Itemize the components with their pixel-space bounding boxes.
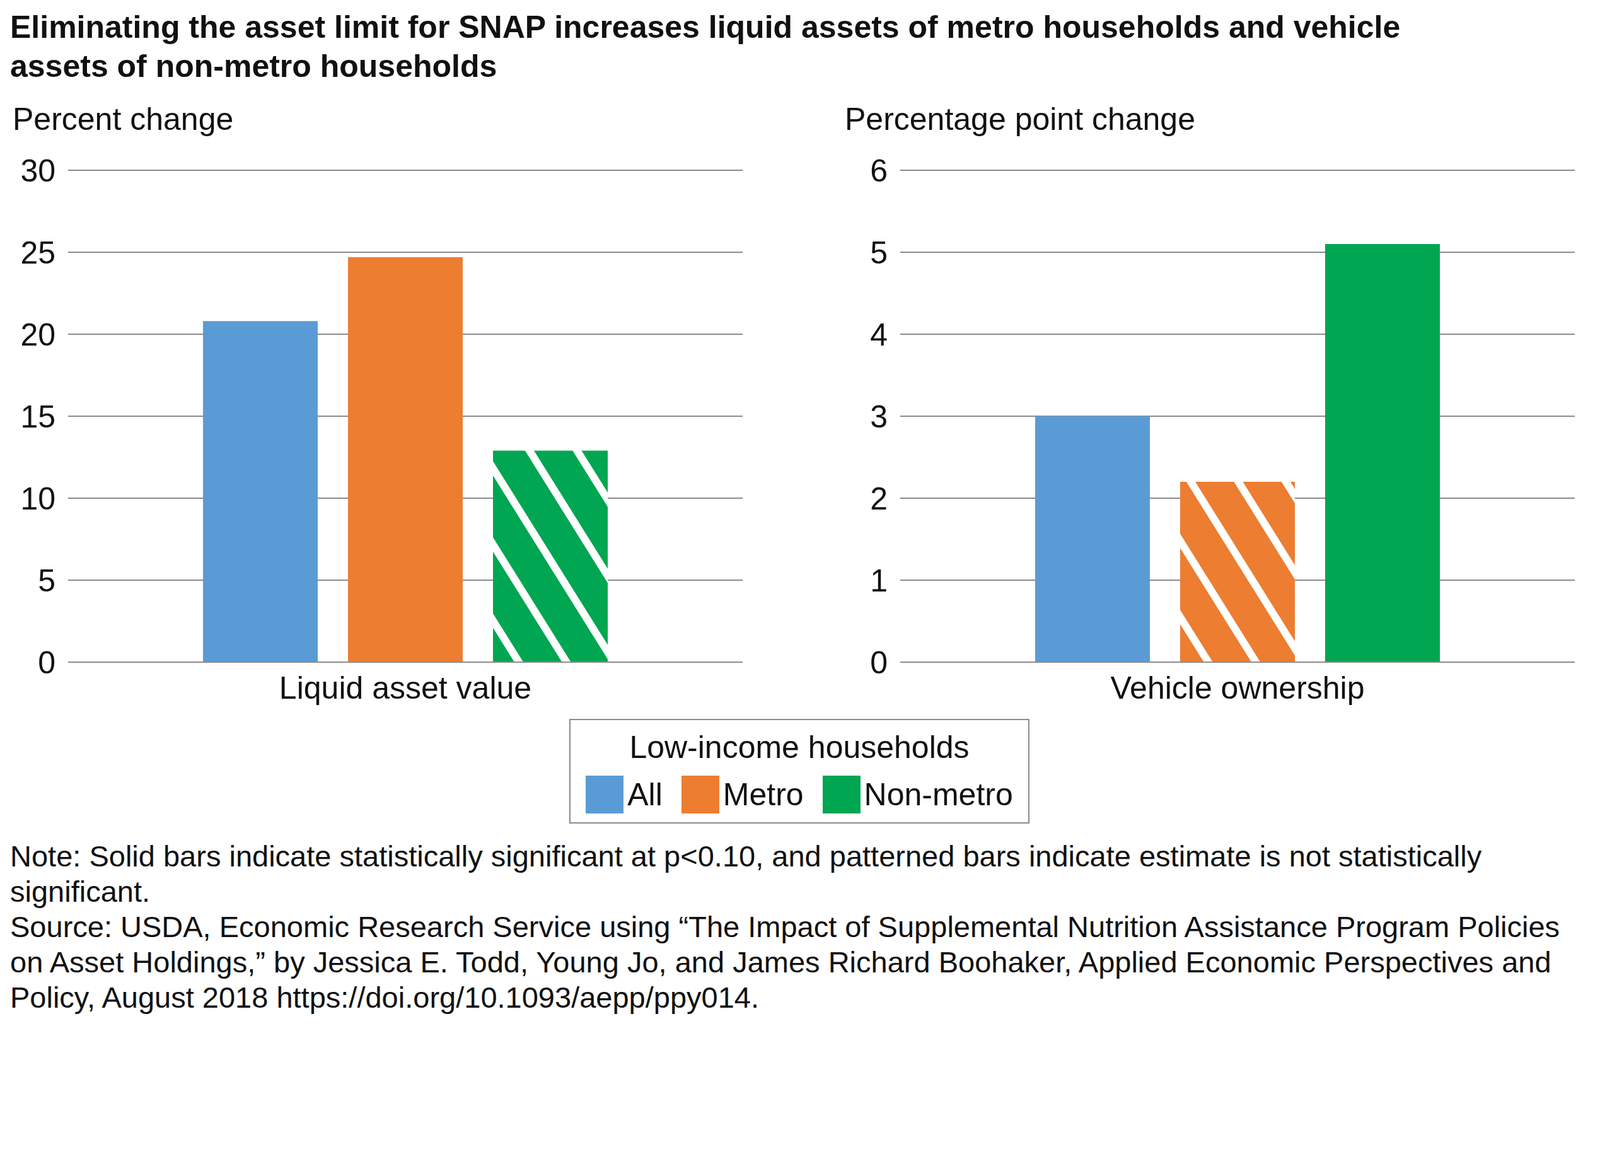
html-text:Metro: Metro (722, 776, 804, 812)
svg-text:5: 5 (869, 235, 888, 271)
html-text:Non-metro: Non-metro (864, 776, 1013, 812)
svg-text:10: 10 (20, 481, 56, 517)
svg-text:Liquid asset value: Liquid asset value (279, 670, 532, 706)
html-text:Percent change: Percent change (12, 101, 234, 137)
svg-text:20: 20 (20, 317, 56, 353)
html-text:All: All (627, 776, 663, 812)
svg-text:Vehicle ownership: Vehicle ownership (1110, 670, 1365, 706)
html-text:Eliminating the asset limit fo: Eliminating the asset limit for SNAP inc… (10, 9, 1401, 84)
svg-text:4: 4 (869, 317, 888, 353)
svg-text:0: 0 (37, 644, 56, 681)
html-text:Source: USDA, Economic Researc: Source: USDA, Economic Research Service … (10, 909, 1560, 1014)
svg-text:30: 30 (20, 153, 56, 189)
svg-text:25: 25 (20, 235, 56, 271)
html-text:Low-income households: Low-income households (629, 729, 970, 765)
svg-text:5: 5 (37, 562, 56, 599)
html-text:Note: Solid bars indicate stat: Note: Solid bars indicate statistically … (10, 839, 1482, 908)
svg-text:3: 3 (869, 399, 888, 435)
svg-text:15: 15 (20, 399, 56, 435)
html-text:Percentage point change: Percentage point change (844, 101, 1196, 137)
svg-text:1: 1 (869, 562, 888, 599)
svg-text:6: 6 (869, 153, 888, 189)
svg-text:0: 0 (869, 644, 888, 681)
svg-text:2: 2 (869, 481, 888, 517)
